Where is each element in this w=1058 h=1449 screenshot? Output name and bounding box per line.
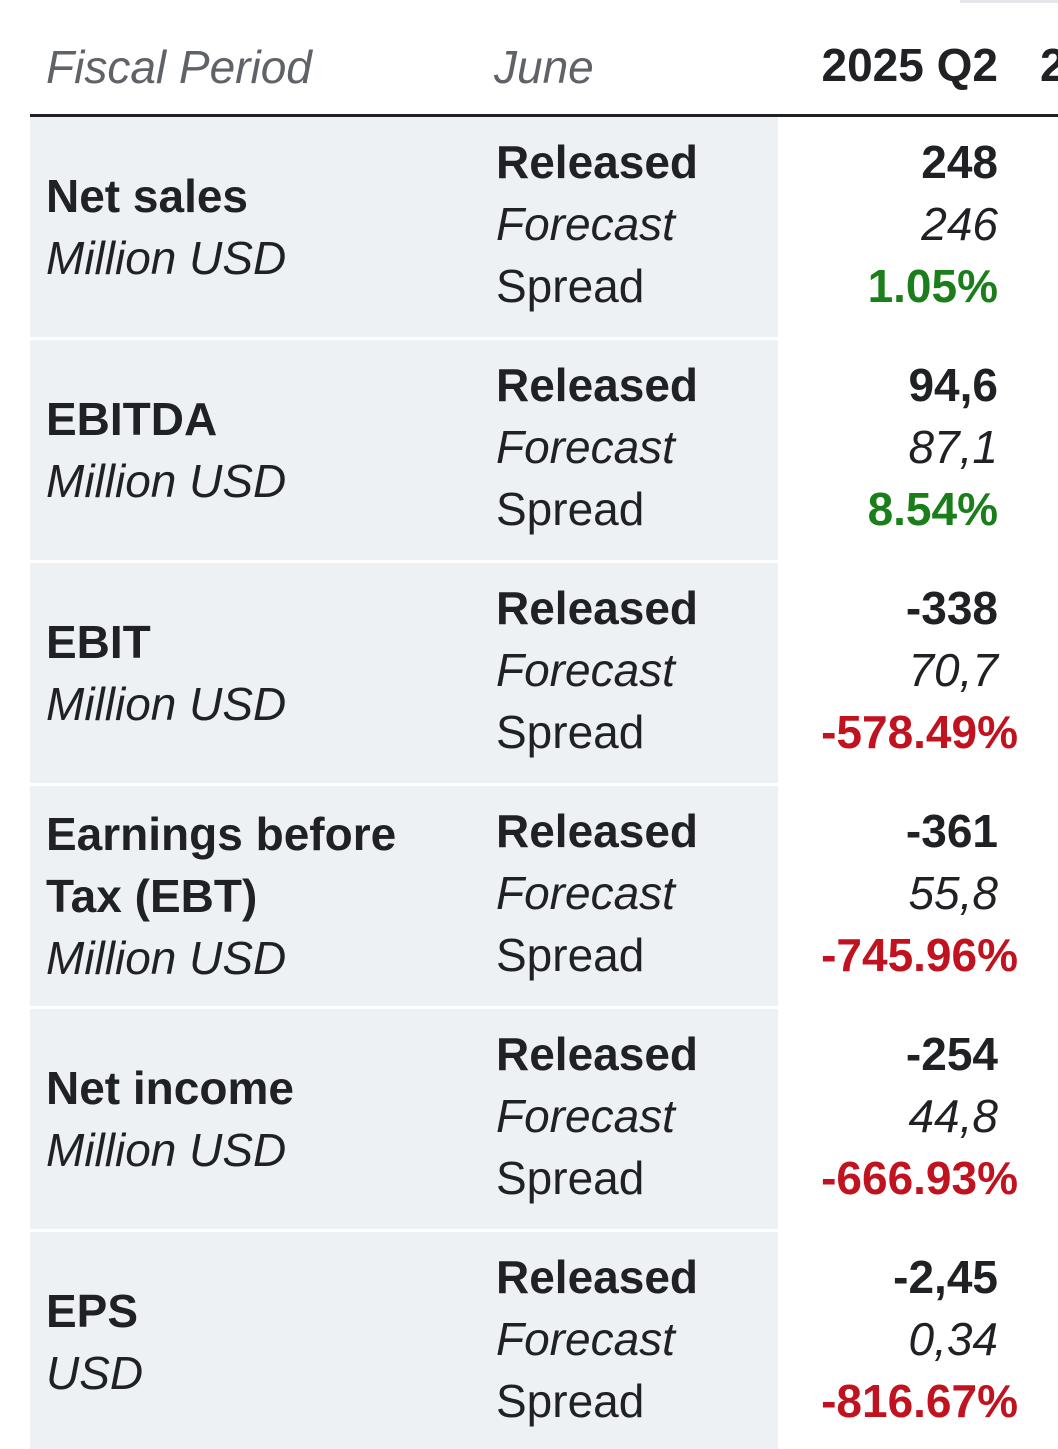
row-labels: Released Forecast Spread	[496, 577, 698, 763]
table-row: Net income Million USD Released Forecast…	[30, 1006, 1058, 1232]
row-labels: Released Forecast Spread	[496, 1023, 698, 1209]
forecast-label: Forecast	[496, 421, 675, 473]
metric-unit: USD	[46, 1347, 144, 1399]
row-values: 94,6 87,1 8.54%	[868, 354, 998, 540]
metric-unit: Million USD	[46, 232, 287, 284]
table-row: Net sales Million USD Released Forecast …	[30, 117, 1058, 340]
spread-label: Spread	[496, 929, 645, 981]
table-row: EPS USD Released Forecast Spread -2,45 0…	[30, 1229, 1058, 1449]
released-label: Released	[496, 1251, 699, 1303]
released-value: 248	[921, 136, 998, 188]
row-values: -361 55,8 -745.96%	[821, 800, 1018, 986]
spread-label: Spread	[496, 483, 645, 535]
next-period-column-header[interactable]: 2	[1040, 39, 1058, 91]
header-divider	[30, 114, 1058, 117]
row-labels: Released Forecast Spread	[496, 131, 698, 317]
released-value: -254	[905, 1028, 998, 1080]
row-value-area	[778, 563, 1058, 786]
row-values: -254 44,8 -666.93%	[821, 1023, 1018, 1209]
metric-name: EBIT	[46, 616, 151, 668]
metric-name: EPS	[46, 1285, 139, 1337]
forecast-label: Forecast	[496, 1313, 675, 1365]
metric-unit: Million USD	[46, 455, 287, 507]
row-labels: Released Forecast Spread	[496, 800, 698, 986]
forecast-label: Forecast	[496, 1090, 675, 1142]
metric-unit: Million USD	[46, 1124, 287, 1176]
row-value-area	[778, 786, 1058, 1009]
forecast-value: 70,7	[908, 644, 998, 696]
forecast-value: 246	[921, 198, 998, 250]
table-row: EBITDA Million USD Released Forecast Spr…	[30, 337, 1058, 563]
spread-value: 1.05%	[867, 260, 998, 312]
row-label-area	[30, 786, 778, 1006]
forecast-value: 87,1	[908, 421, 998, 473]
row-label-area	[30, 117, 778, 337]
metric-cell: EBIT Million USD	[46, 563, 466, 783]
top-divider	[960, 0, 1058, 3]
released-value: -361	[905, 805, 998, 857]
spread-value: 8.54%	[867, 483, 998, 535]
forecast-value: 0,34	[908, 1313, 998, 1365]
metric-cell: EPS USD	[46, 1232, 466, 1449]
row-label-area	[30, 1232, 778, 1449]
metric-cell: EBITDA Million USD	[46, 340, 466, 560]
forecast-label: Forecast	[496, 867, 675, 919]
released-value: -2,45	[893, 1251, 998, 1303]
forecast-label: Forecast	[496, 198, 675, 250]
table-row: EBIT Million USD Released Forecast Sprea…	[30, 560, 1058, 786]
table-body: Net sales Million USD Released Forecast …	[30, 117, 1058, 1449]
forecast-value: 44,8	[908, 1090, 998, 1142]
spread-value: -578.49%	[821, 706, 1018, 758]
table-header: Fiscal Period June 2025 Q2 2	[0, 0, 1058, 118]
fiscal-month: June	[494, 41, 594, 93]
released-label: Released	[496, 359, 699, 411]
forecast-value: 55,8	[908, 867, 998, 919]
row-labels: Released Forecast Spread	[496, 354, 698, 540]
row-values: -2,45 0,34 -816.67%	[821, 1246, 1018, 1432]
released-value: -338	[905, 582, 998, 634]
released-label: Released	[496, 1028, 699, 1080]
row-value-area	[778, 1232, 1058, 1449]
spread-value: -745.96%	[821, 929, 1018, 981]
released-value: 94,6	[908, 359, 998, 411]
released-label: Released	[496, 805, 699, 857]
row-values: -338 70,7 -578.49%	[821, 577, 1018, 763]
row-value-area	[778, 340, 1058, 563]
spread-value: -666.93%	[821, 1152, 1018, 1204]
metric-unit: Million USD	[46, 678, 287, 730]
row-label-area	[30, 563, 778, 783]
spread-label: Spread	[496, 706, 645, 758]
row-values: 248 246 1.05%	[868, 131, 998, 317]
row-value-area	[778, 117, 1058, 340]
released-label: Released	[496, 136, 699, 188]
table-row: Earnings before Tax (EBT) Million USD Re…	[30, 783, 1058, 1009]
spread-label: Spread	[496, 1152, 645, 1204]
spread-label: Spread	[496, 1375, 645, 1427]
row-labels: Released Forecast Spread	[496, 1246, 698, 1432]
fiscal-period-label: Fiscal Period	[46, 41, 312, 93]
period-column-header[interactable]: 2025 Q2	[821, 39, 998, 91]
metric-unit: Million USD	[46, 932, 287, 984]
metric-cell: Net income Million USD	[46, 1009, 466, 1229]
forecast-label: Forecast	[496, 644, 675, 696]
spread-label: Spread	[496, 260, 645, 312]
spread-value: -816.67%	[821, 1375, 1018, 1427]
released-label: Released	[496, 582, 699, 634]
metric-name: EBITDA	[46, 393, 218, 445]
row-label-area	[30, 1009, 778, 1229]
metric-cell: Earnings before Tax (EBT) Million USD	[46, 786, 466, 1006]
metric-name: Net income	[46, 1062, 294, 1114]
metric-cell: Net sales Million USD	[46, 117, 466, 337]
metric-name: Earnings before Tax (EBT)	[46, 808, 397, 922]
row-label-area	[30, 340, 778, 560]
metric-name: Net sales	[46, 170, 249, 222]
